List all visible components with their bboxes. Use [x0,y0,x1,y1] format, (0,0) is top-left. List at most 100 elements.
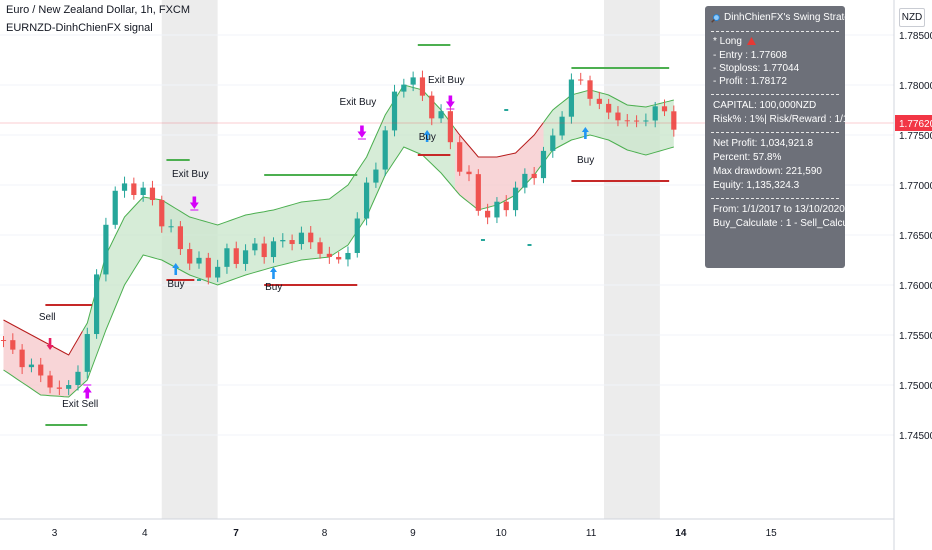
candle-body [485,210,491,218]
y-tick-label: 1.78000 [899,81,932,92]
panel-title: DinhChienFX's Swing Strategy [724,12,861,23]
marker-dot [504,109,509,111]
candle-body [94,274,100,335]
strategy-panel: DinhChienFX's Swing Strategy * Long - En… [705,6,878,268]
y-tick-label: 1.77000 [899,181,932,192]
exit-arrow-icon [189,196,199,211]
candle-body [103,224,109,275]
panel-divider [711,132,839,133]
candle-body [317,242,323,254]
candle-body [177,226,183,250]
candle-body [466,171,472,175]
indicator-name[interactable]: EURNZD-DinhChienFX signal [6,22,153,34]
x-tick-label: 3 [52,528,58,539]
panel-risk: Risk% : 1%| Risk/Reward : 1/1 [713,114,849,125]
candle-body [522,173,528,188]
y-tick-label: 1.76000 [899,281,932,292]
candle-body [671,111,677,130]
candle-body [363,182,370,219]
signal-label: Buy [577,155,594,166]
candle-body [131,183,137,195]
candle-body [205,257,211,278]
x-tick-label: 4 [142,528,148,539]
y-tick-label: 1.74500 [899,431,932,442]
candle-body [38,364,44,376]
candle-body [457,142,463,172]
buy-arrow-icon [581,127,589,139]
candle-body [336,256,342,260]
position-label: * Long [713,36,742,47]
candle-body [652,106,658,121]
panel-max-drawdown: Max drawdown: 221,590 [713,166,822,177]
candle-body [354,218,360,253]
magnifier-icon [711,14,720,23]
panel-equity: Equity: 1,135,324.3 [713,180,800,191]
currency-badge[interactable]: NZD [899,8,925,27]
signal-label: Buy [419,132,436,143]
y-tick-label: 1.75000 [899,381,932,392]
candle-body [280,240,286,242]
candle-body [624,120,630,122]
panel-net-profit: Net Profit: 1,034,921.8 [713,138,814,149]
buy-arrow-icon [269,267,277,279]
y-tick-label: 1.77500 [899,131,932,142]
panel-range: From: 1/1/2017 to 13/10/2020 [713,204,845,215]
price-tag-label: 1.77620 [899,119,932,130]
candle-body [391,91,398,131]
panel-capital: CAPITAL: 100,000NZD [713,100,817,111]
signal-label: Exit Buy [428,75,465,86]
candle-body [84,334,90,372]
y-tick-label: 1.75500 [899,331,932,342]
candle-body [373,169,379,183]
candle-body [503,201,509,211]
chart-title: Euro / New Zealand Dollar, 1h, FXCM [6,4,191,16]
marker-dot [197,279,202,281]
x-tick-label: 11 [586,528,597,539]
x-tick-label: 14 [675,528,687,539]
exit-arrow-icon [445,95,455,110]
candle-body [540,150,547,179]
band-upper-line [543,89,674,123]
buy-arrow-icon [172,263,180,275]
candle-body [568,79,575,117]
candle-body [47,375,53,388]
exit-arrow-icon [82,384,92,399]
candle-body [308,232,314,243]
panel-calc: Buy_Calculate : 1 - Sell_Calculate : 0 [713,218,879,229]
candle-body [512,187,519,211]
signal-label: Exit Sell [62,399,98,410]
candle-body [410,77,416,85]
candle-body [447,111,453,143]
band-upper-line [3,319,84,356]
candle-body [438,111,444,119]
x-tick-label: 8 [322,528,328,539]
candle-body [419,77,426,96]
panel-position: * Long [713,36,756,47]
candle-body [75,371,81,386]
candle-body [326,253,332,257]
x-tick-label: 7 [233,528,239,539]
exit-arrow-icon [357,125,367,140]
candle-body [168,226,174,228]
candle-body [0,340,7,341]
candle-body [56,387,62,389]
warning-icon [746,37,756,45]
candle-body [606,103,612,113]
candle-body [187,249,193,264]
candle-body [559,116,565,136]
candle-body [578,79,584,81]
candle-body [494,201,500,218]
candle-body [429,95,435,119]
panel-stoploss: - Stoploss: 1.77044 [713,63,800,74]
band-zone [3,320,83,397]
signal-label: Exit Buy [172,169,209,180]
y-tick-label: 1.76500 [899,231,932,242]
signal-label: Exit Buy [340,97,377,108]
candle-body [587,80,593,99]
candle-body [242,250,249,264]
price-tag [895,115,932,131]
panel-entry: - Entry : 1.77608 [713,50,787,61]
candle-body [345,252,351,260]
sell-arrow-icon [46,338,54,350]
